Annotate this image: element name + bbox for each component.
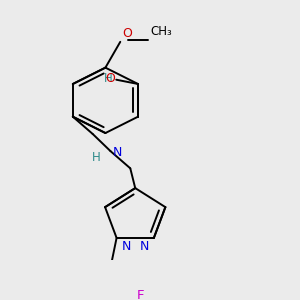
Text: O: O bbox=[122, 27, 132, 40]
Text: H: H bbox=[92, 152, 101, 164]
Text: CH₃: CH₃ bbox=[150, 25, 172, 38]
Text: N: N bbox=[112, 146, 122, 159]
Text: O: O bbox=[105, 72, 115, 85]
Text: F: F bbox=[136, 289, 144, 300]
Text: N: N bbox=[122, 240, 131, 253]
Text: H: H bbox=[103, 72, 112, 85]
Text: N: N bbox=[140, 240, 149, 253]
